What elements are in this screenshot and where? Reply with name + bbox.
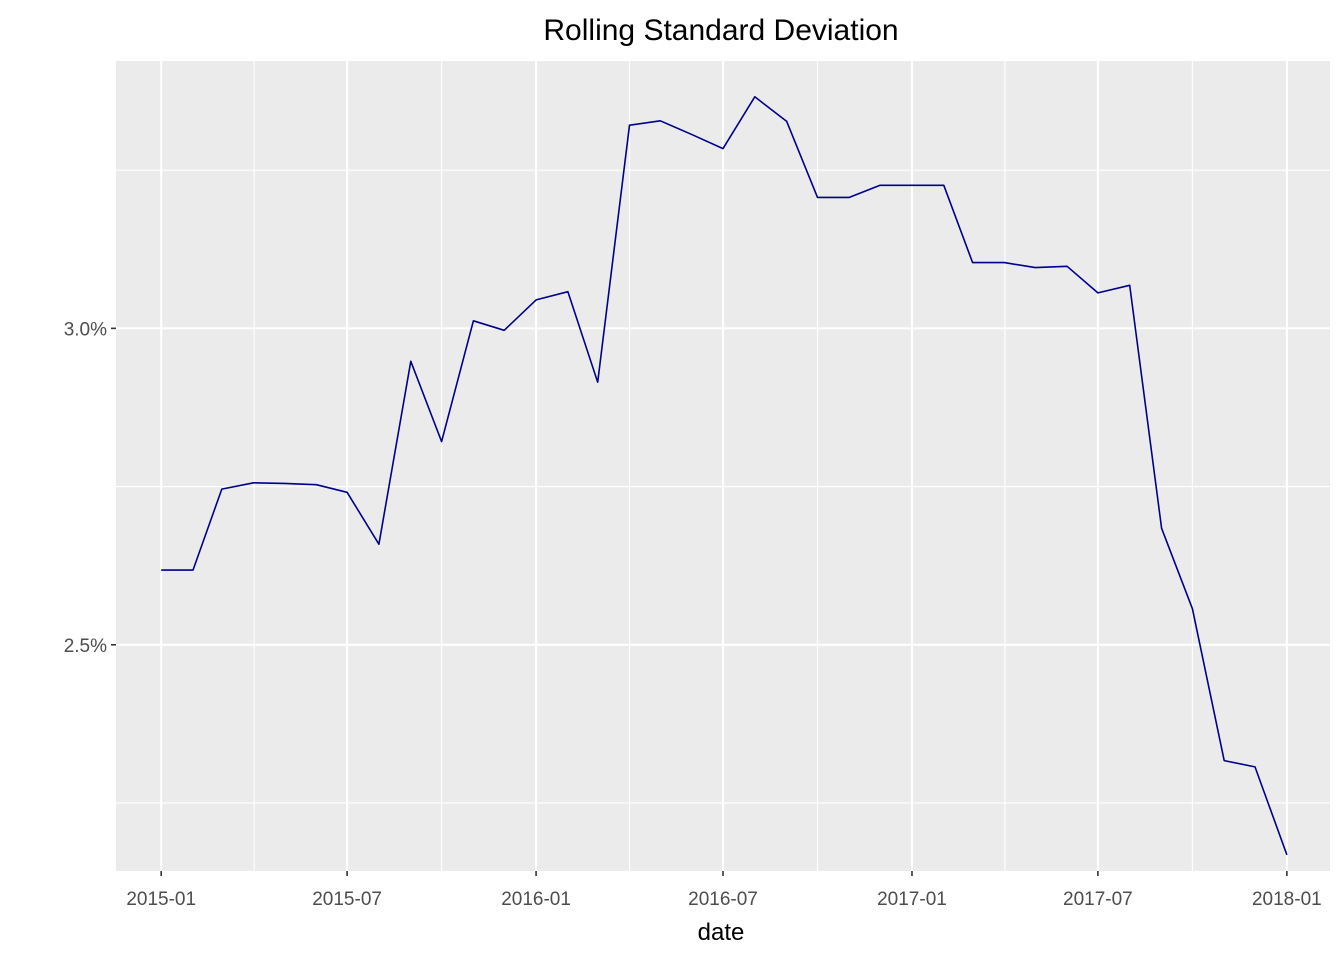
x-axis: 2015-01 2015-07 2016-01 2016-07 2017-01 2017-… (126, 871, 1322, 910)
y-tick-label: 2.5% (64, 636, 107, 657)
x-tick-label: 2017-07 (1063, 889, 1133, 910)
x-tick-label: 2017-01 (877, 889, 947, 910)
chart-title: Rolling Standard Deviation (543, 14, 898, 47)
x-axis-title: date (698, 919, 745, 946)
x-tick-label: 2016-07 (688, 889, 758, 910)
x-tick-label: 2016-01 (501, 889, 571, 910)
grid-major (116, 61, 1330, 871)
y-axis: 2.5% 3.0% (64, 319, 116, 657)
x-tick-label: 2015-01 (126, 889, 196, 910)
x-tick-label: 2018-01 (1252, 889, 1322, 910)
series-line (161, 96, 1288, 856)
y-tick-label: 3.0% (64, 319, 107, 340)
x-tick-label: 2015-07 (312, 889, 382, 910)
